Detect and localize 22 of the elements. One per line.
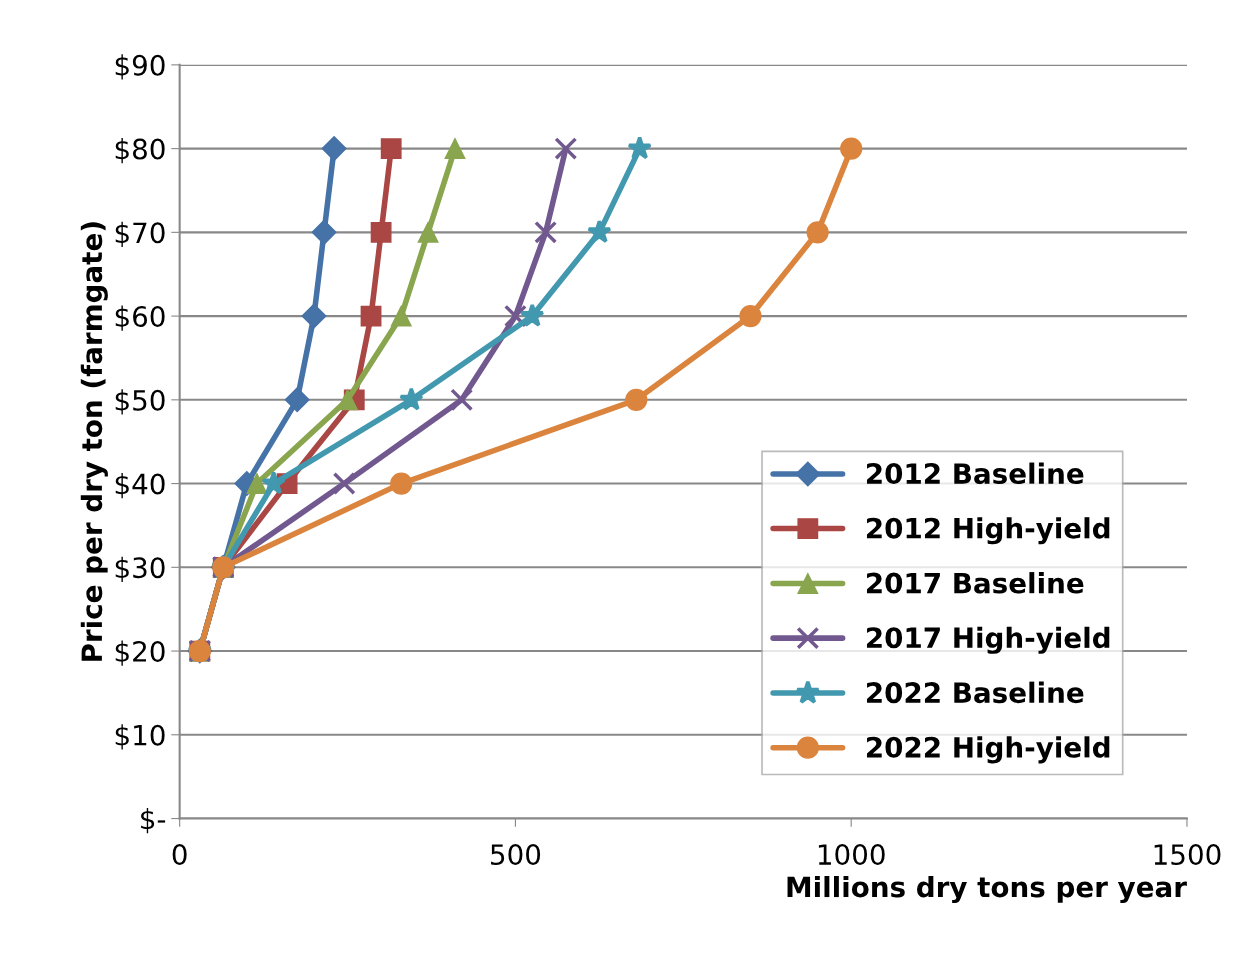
x-axis-title: Millions dry tons per year bbox=[787, 875, 1187, 904]
y-tick-label: $10 bbox=[115, 724, 165, 750]
x-tick-label: 1000 bbox=[818, 844, 885, 866]
x-tick-label: 1500 bbox=[1154, 844, 1221, 866]
y-tick-label: $50 bbox=[115, 389, 165, 415]
legend-label: 2012 High-yield bbox=[866, 517, 1110, 545]
x-tick-label: 500 bbox=[491, 844, 541, 866]
y-tick-label: $- bbox=[141, 807, 166, 834]
y-tick-label: $30 bbox=[115, 556, 165, 582]
legend-label: 2017 Baseline bbox=[866, 572, 1084, 594]
y-tick-label: $90 bbox=[115, 54, 165, 80]
y-axis-title: Price per dry ton (farmgate) bbox=[80, 222, 108, 661]
y-tick-label: $60 bbox=[115, 305, 165, 331]
legend-label: 2022 High-yield bbox=[866, 736, 1110, 764]
legend-label: 2022 Baseline bbox=[866, 681, 1084, 704]
legend-label: 2012 Baseline bbox=[866, 462, 1084, 485]
y-tick-label: $20 bbox=[115, 640, 165, 666]
y-tick-label: $70 bbox=[115, 221, 165, 247]
x-tick-label: 0 bbox=[172, 844, 187, 866]
y-tick-label: $80 bbox=[115, 138, 165, 164]
y-tick-label: $40 bbox=[115, 473, 165, 499]
legend-label: 2017 High-yield bbox=[866, 626, 1110, 654]
